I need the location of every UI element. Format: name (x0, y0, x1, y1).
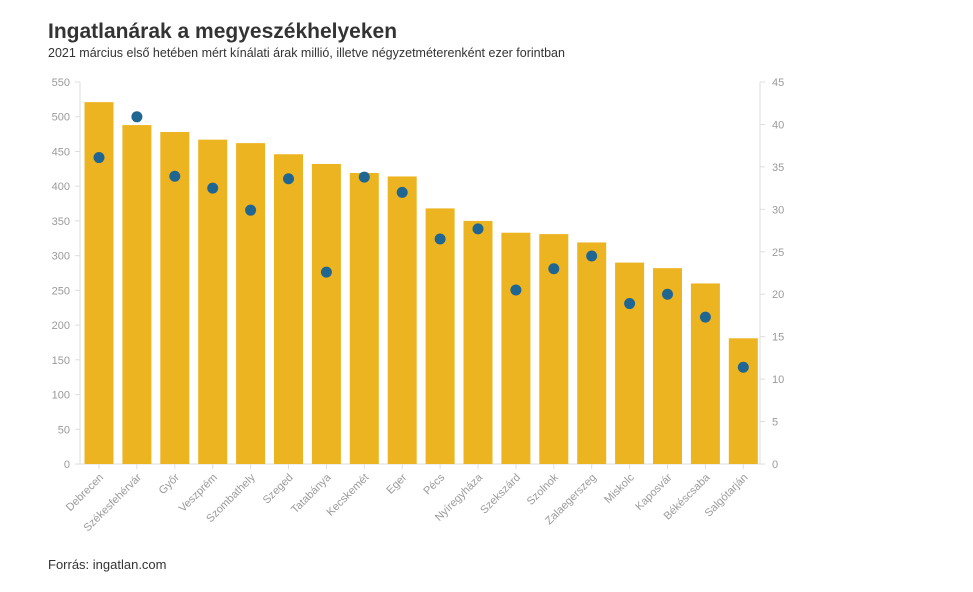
bar (728, 338, 758, 464)
dot (737, 361, 749, 373)
left-tick-label: 300 (52, 251, 70, 263)
dots-group (93, 111, 749, 373)
bar (274, 154, 303, 464)
dot (434, 233, 446, 245)
bar (653, 268, 682, 464)
right-tick-label: 45 (772, 77, 784, 89)
right-tick-label: 10 (772, 374, 784, 386)
dot (472, 223, 484, 235)
bar (577, 242, 607, 464)
x-tick-label: Szekszárd (478, 472, 523, 517)
right-tick-label: 0 (772, 459, 778, 471)
bar (160, 132, 190, 465)
axes-group: 0 50 100 150 200 250 300 350 400 450 500 550 0 5 10 15 2… (52, 77, 785, 471)
left-tick-label: 100 (52, 390, 70, 402)
left-tick-label: 550 (52, 77, 70, 89)
dot (283, 173, 294, 185)
dot (510, 284, 522, 296)
right-tick-label: 40 (772, 119, 784, 131)
x-tick-label: Eger (384, 471, 409, 496)
dot (320, 266, 332, 278)
x-tick-label: Győr (157, 471, 183, 497)
dot (662, 288, 673, 300)
bar (236, 143, 266, 464)
dot (548, 263, 560, 275)
right-tick-label: 30 (772, 204, 784, 216)
dot (207, 182, 219, 194)
left-tick-label: 350 (52, 216, 70, 228)
bar (615, 262, 645, 464)
bar (311, 163, 341, 464)
x-tick-label: Szolnok (525, 471, 562, 508)
left-tick-label: 50 (58, 424, 70, 436)
dot (699, 311, 711, 323)
left-tick-label: 150 (52, 355, 70, 367)
dot (586, 250, 598, 262)
right-tick-label: 5 (772, 417, 778, 429)
left-tick-label: 250 (52, 285, 70, 297)
bar (122, 125, 152, 464)
left-tick-label: 400 (52, 181, 70, 193)
x-tick-label: Szeged (261, 472, 296, 507)
right-tick-label: 20 (772, 289, 784, 301)
dot (396, 186, 408, 198)
bar (198, 139, 228, 464)
bars-group (84, 102, 758, 465)
bar (387, 176, 417, 464)
right-tick-label: 35 (772, 162, 784, 174)
left-tick-label: 0 (64, 459, 70, 471)
bar (463, 220, 493, 464)
dot (358, 171, 370, 183)
bar (349, 172, 379, 464)
x-tick-label: Miskolc (602, 471, 637, 506)
left-tick-label: 200 (52, 320, 70, 332)
right-tick-label: 25 (772, 247, 784, 259)
chart-title: Ingatlanárak a megyeszékhelyeken (48, 20, 398, 43)
chart-subtitle: 2021 március első hetében mért kínálati … (48, 46, 565, 60)
x-tick-label: Pécs (421, 471, 447, 497)
dot (624, 298, 636, 310)
dot (93, 152, 105, 164)
left-tick-label: 500 (52, 112, 70, 124)
bar (690, 283, 720, 464)
source-note: Forrás: ingatlan.com (48, 557, 167, 572)
left-tick-label: 450 (52, 146, 70, 158)
dot (131, 111, 143, 123)
bar (501, 232, 531, 464)
right-tick-label: 15 (772, 332, 784, 344)
dot (169, 170, 181, 182)
bar (425, 208, 455, 464)
dot (245, 204, 257, 216)
